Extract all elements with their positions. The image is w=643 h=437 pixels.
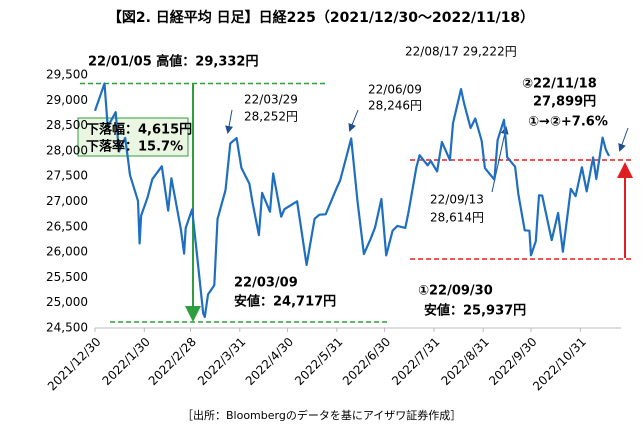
- annotation: 27,899円: [533, 95, 596, 110]
- chart-title: 【図2. 日経平均 日足】日経225（2021/12/30～2022/11/18…: [108, 9, 534, 26]
- arrow: [618, 127, 629, 152]
- y-tick-label: 25,500: [46, 270, 88, 284]
- y-tick-label: 26,000: [46, 245, 88, 259]
- arrow: [348, 109, 359, 132]
- annotation: 下落率：15.7%: [86, 139, 183, 155]
- annotation: 22/03/29: [244, 93, 298, 107]
- y-tick-label: 25,000: [46, 295, 88, 309]
- y-tick-label: 27,500: [46, 169, 88, 183]
- arrow: [225, 109, 234, 134]
- x-tick-label: 2022/9/30: [486, 335, 539, 388]
- annotation: ②22/11/18: [522, 77, 597, 92]
- price-line: [93, 82, 610, 319]
- x-tick-label: 2022/10/31: [530, 335, 589, 394]
- annotation: ①22/09/30: [418, 284, 493, 299]
- x-tick-label: 2022/1/30: [100, 335, 153, 388]
- arrow: [491, 126, 509, 193]
- annotation: 22/08/17 29,222円: [405, 45, 517, 59]
- annotation: 安値：25,937円: [424, 303, 526, 319]
- drop-box: [77, 117, 189, 157]
- y-tick-label: 26,500: [46, 219, 88, 233]
- x-tick-label: 2021/12/30: [45, 335, 104, 394]
- x-tick-label: 2022/8/31: [438, 335, 491, 388]
- y-tick-label: 28,000: [46, 143, 88, 157]
- y-tick-label: 29,000: [46, 93, 88, 107]
- annotation: 安値：24,717円: [234, 294, 336, 310]
- annotation: 22/06/09: [368, 83, 422, 97]
- annotation: ①→②+7.6%: [528, 115, 608, 130]
- annotation: 28,614円: [430, 211, 484, 225]
- y-tick-label: 29,500: [46, 68, 88, 82]
- x-tick-label: 2022/5/31: [292, 335, 345, 388]
- annotation: 28,252円: [244, 110, 298, 124]
- x-tick-label: 2022/3/31: [195, 335, 248, 388]
- y-tick-label: 28,500: [46, 118, 88, 132]
- annotation: 22/03/09: [234, 276, 298, 291]
- x-tick-label: 2022/2/28: [146, 335, 199, 388]
- x-tick-label: 2022/7/31: [389, 335, 442, 388]
- source-note: ［出所：Bloombergのデータを基にアイザワ証券作成］: [182, 408, 461, 422]
- y-tick-label: 27,000: [46, 194, 88, 208]
- x-tick-label: 2022/4/30: [243, 335, 296, 388]
- y-tick-label: 24,500: [46, 321, 88, 335]
- annotation: 下落幅：4,615円: [86, 122, 192, 138]
- annotation: 28,246円: [368, 99, 422, 113]
- annotation: 22/01/05 高値：29,332円: [88, 54, 258, 70]
- x-tick-label: 2022/6/30: [340, 335, 393, 388]
- annotation: 22/09/13: [430, 193, 484, 207]
